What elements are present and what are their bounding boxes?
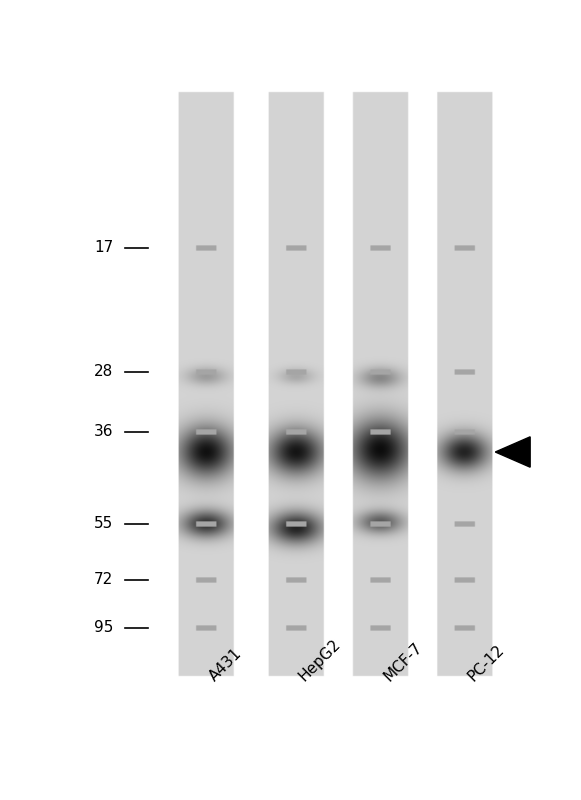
Polygon shape [495,437,530,467]
Bar [269,92,324,676]
Bar [437,92,493,676]
Text: 28: 28 [94,365,113,379]
Text: MCF-7: MCF-7 [381,640,425,684]
Text: HepG2: HepG2 [296,637,344,684]
Bar [179,92,234,676]
Text: 72: 72 [94,573,113,587]
Text: 36: 36 [94,425,113,439]
Text: 95: 95 [94,621,113,635]
Bar [353,92,408,676]
Text: 17: 17 [94,241,113,255]
Text: PC-12: PC-12 [465,642,507,684]
Text: A431: A431 [206,646,245,684]
Text: 55: 55 [94,517,113,531]
